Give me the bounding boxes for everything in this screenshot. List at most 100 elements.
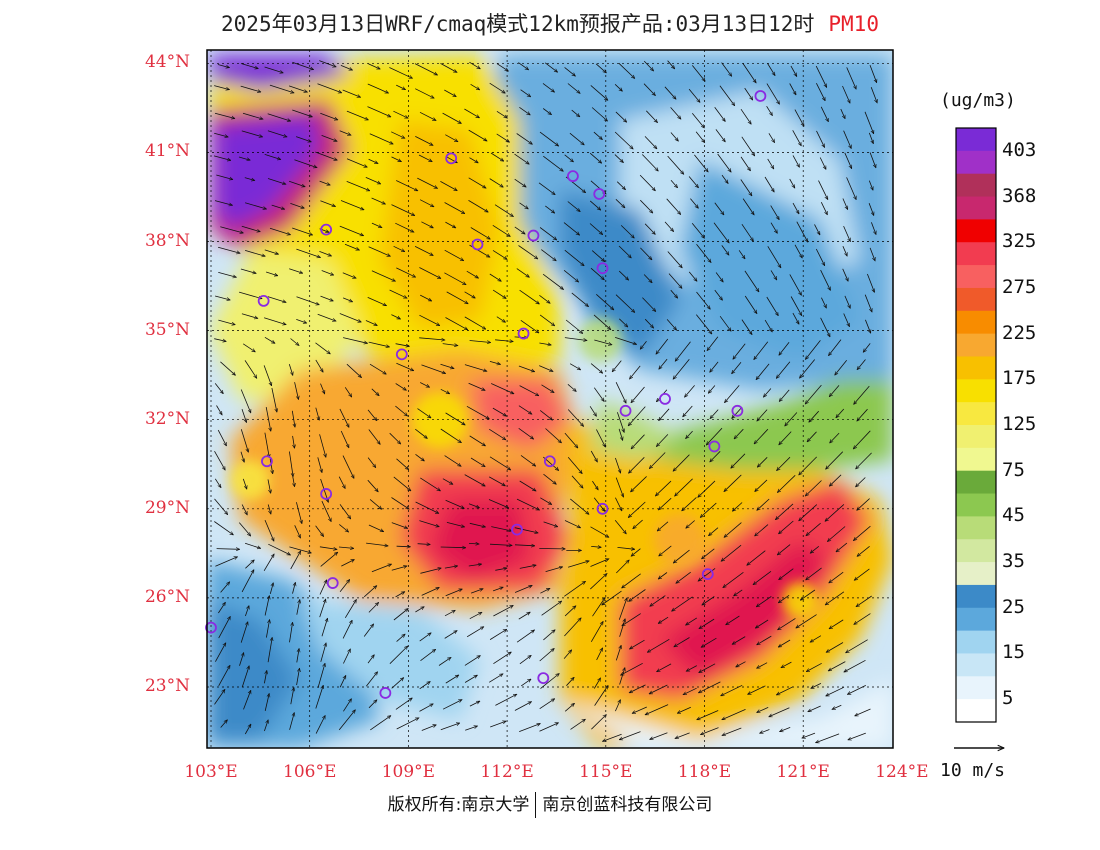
wind-vector — [806, 567, 822, 580]
colorbar-cell — [956, 402, 996, 426]
wind-vector — [267, 637, 272, 663]
credit-left: 版权所有:南京大学 — [387, 795, 530, 815]
wind-vector — [419, 111, 436, 120]
wind-vector — [713, 222, 729, 243]
wind-vector — [263, 365, 272, 385]
wind-vector — [683, 687, 697, 696]
wind-vector — [315, 151, 337, 160]
wind-vector — [571, 109, 580, 117]
wind-vector — [489, 82, 506, 93]
wind-vector — [493, 652, 511, 665]
wind-vector — [649, 684, 668, 695]
wind-vector — [629, 457, 645, 473]
wind-vector — [518, 245, 538, 259]
wind-vector — [742, 63, 756, 83]
wind-vector — [245, 606, 249, 617]
wind-vector — [567, 383, 576, 391]
wind-vector — [220, 582, 230, 593]
wind-vector — [320, 643, 326, 662]
wind-vector — [722, 727, 742, 736]
wind-vector — [420, 382, 429, 388]
wind-vector — [826, 686, 845, 697]
wind-vector — [675, 341, 691, 362]
wind-vector — [709, 527, 719, 536]
wind-vector — [440, 388, 450, 395]
wind-vector — [740, 179, 752, 196]
wind-vector — [267, 504, 271, 515]
wind-vector — [796, 221, 808, 242]
wind-vector — [266, 620, 269, 638]
wind-vector — [842, 246, 848, 256]
wind-vector — [218, 616, 231, 639]
wind-vector — [414, 63, 438, 76]
city-marker — [445, 152, 458, 165]
longitude-label: 109°E — [381, 762, 436, 782]
wind-vector — [415, 428, 427, 438]
longitude-label: 124°E — [875, 762, 929, 782]
wind-vector — [647, 638, 670, 652]
wind-vector — [757, 457, 768, 467]
wind-vector — [469, 522, 486, 527]
wind-vector — [396, 634, 406, 642]
wind-vector — [444, 610, 455, 617]
wind-vector — [658, 616, 669, 623]
wind-vector — [717, 153, 731, 172]
wind-vector — [514, 153, 530, 164]
wind-vector — [714, 107, 726, 121]
latitude-label: 32°N — [144, 408, 190, 429]
city-marker — [320, 488, 333, 500]
wind-vector — [740, 108, 751, 124]
wind-vector — [622, 613, 641, 626]
wind-vector — [393, 245, 405, 253]
wind-vector — [445, 412, 466, 425]
wind-vector — [346, 181, 370, 190]
wind-vector — [816, 733, 840, 743]
wind-vector — [543, 473, 557, 484]
wind-vector — [216, 405, 223, 415]
wind-vector — [396, 362, 413, 370]
wind-vector — [417, 544, 431, 545]
wind-vector — [339, 130, 351, 136]
wind-vector — [614, 337, 637, 344]
wind-vector — [468, 382, 486, 391]
wind-vector — [391, 678, 404, 689]
wind-vector — [755, 524, 769, 536]
wind-vector — [339, 580, 350, 592]
wind-vector — [589, 406, 596, 416]
wind-vector — [365, 320, 377, 326]
colorbar-cell — [956, 310, 996, 335]
wind-vector — [828, 661, 846, 671]
wind-vector — [469, 612, 482, 620]
colorbar-frame — [955, 127, 997, 723]
wind-vector — [391, 131, 405, 139]
city-marker — [395, 348, 408, 361]
colorbar-label: 75 — [1002, 458, 1025, 481]
wind-vector — [707, 336, 719, 351]
wind-vector — [294, 382, 299, 399]
city-marker — [567, 170, 579, 183]
colorbar-cell — [956, 356, 996, 380]
wind-vector — [846, 177, 857, 199]
wind-vector — [673, 454, 690, 472]
wind-vector — [796, 614, 817, 628]
colorbar-cell — [956, 653, 996, 677]
wind-vector — [368, 158, 378, 164]
colorbar-cell — [956, 333, 996, 357]
wind-vector — [799, 504, 818, 521]
wind-vector — [466, 270, 479, 278]
wind-vector — [545, 567, 563, 572]
wind-vector — [396, 84, 405, 90]
wind-vector — [829, 474, 842, 486]
map-frame — [206, 49, 894, 749]
wind-vector — [414, 246, 433, 256]
wind-vector — [779, 568, 794, 580]
wind-vector — [442, 112, 462, 123]
wind-vector — [265, 271, 278, 276]
wind-vector — [371, 564, 392, 573]
wind-vector — [596, 648, 603, 661]
wind-vector — [631, 548, 641, 557]
wind-vector — [564, 337, 587, 341]
wind-vector — [469, 700, 480, 707]
wind-vector — [659, 358, 668, 369]
wind-vector — [539, 131, 559, 146]
